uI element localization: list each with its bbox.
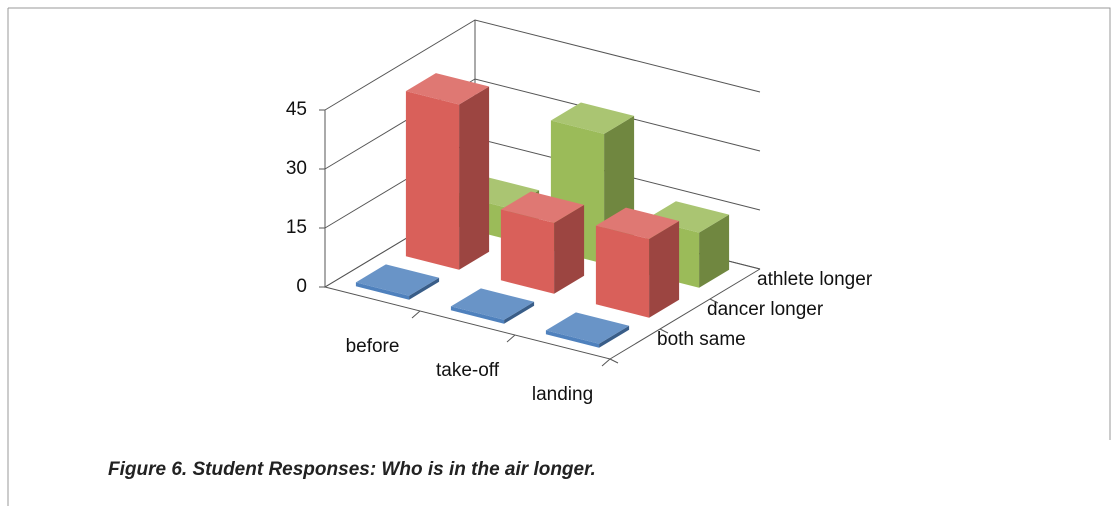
x-tick-label: landing	[532, 384, 593, 405]
bar-side	[599, 325, 630, 348]
bar-front	[500, 209, 555, 294]
bar	[450, 288, 535, 324]
x-tick-label: before	[346, 336, 400, 357]
bar-top	[405, 73, 490, 105]
series-label: both same	[657, 329, 746, 350]
bar	[595, 207, 680, 318]
x-tick-label: take-off	[436, 360, 500, 381]
y-tick-label: 30	[286, 158, 307, 179]
bar-side	[649, 221, 680, 318]
bar-front	[595, 225, 650, 318]
series-label: dancer longer	[707, 299, 824, 320]
tick-mark	[506, 334, 516, 343]
bar-top	[450, 288, 535, 320]
bar	[355, 264, 440, 300]
tick-mark	[601, 358, 611, 367]
bar-side	[554, 204, 585, 294]
grid-line	[324, 78, 761, 170]
tick-mark	[659, 328, 669, 334]
caption: Figure 6. Student Responses: Who is in t…	[108, 459, 596, 480]
bar-side	[409, 277, 440, 300]
bar-top	[355, 264, 440, 296]
bar	[545, 312, 630, 348]
bar-front	[545, 330, 600, 348]
tick-mark	[709, 298, 719, 304]
bar-side	[459, 86, 490, 270]
bar	[500, 191, 585, 294]
grid-line	[324, 19, 761, 111]
bar-top	[595, 207, 680, 240]
y-tick-label: 0	[296, 276, 307, 297]
tick-mark	[609, 358, 619, 364]
bar-front	[450, 306, 505, 324]
series-label: athlete longer	[757, 269, 873, 290]
tick-mark	[411, 310, 421, 319]
frame	[7, 7, 1111, 506]
bar-side	[504, 301, 535, 324]
bar-top	[645, 201, 730, 233]
bar-top	[550, 102, 635, 134]
bar-top	[500, 191, 585, 223]
bar-front	[355, 282, 410, 300]
bar	[405, 73, 490, 270]
bar-side	[699, 214, 730, 288]
y-tick-label: 45	[286, 99, 307, 120]
y-tick-label: 15	[286, 217, 307, 238]
bar-top	[545, 312, 630, 344]
bar-front	[405, 91, 460, 270]
